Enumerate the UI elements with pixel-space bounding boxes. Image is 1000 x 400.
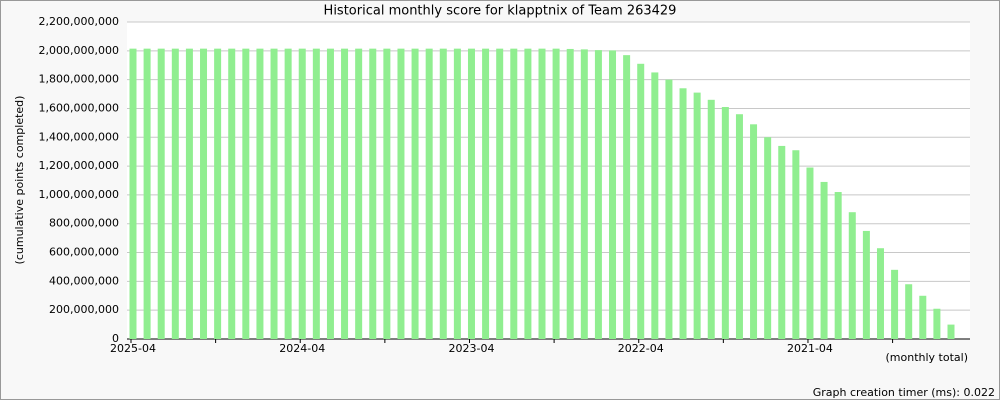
y-tick-label: 800,000,000 [49, 217, 119, 230]
y-tick-label: 2,000,000,000 [39, 44, 119, 57]
bar [256, 48, 264, 339]
bar [637, 63, 645, 339]
y-tick-label: 1,600,000,000 [39, 101, 119, 114]
bar [566, 48, 574, 339]
bar [891, 269, 899, 339]
bar [467, 48, 475, 339]
bar [312, 48, 320, 339]
bar [510, 48, 518, 339]
x-tick-label: 2025-04 [110, 342, 156, 355]
y-tick-label: 2,200,000,000 [39, 15, 119, 28]
bar [820, 181, 828, 339]
bar [834, 192, 842, 339]
bar [524, 48, 532, 339]
bar [623, 55, 631, 340]
bar [538, 48, 546, 339]
bar [693, 92, 701, 339]
bar [594, 50, 602, 340]
bar [905, 284, 913, 339]
bar [496, 48, 504, 339]
bar [453, 48, 461, 339]
bar [862, 230, 870, 339]
bar [228, 48, 236, 339]
bar [171, 48, 179, 339]
bar [214, 48, 222, 339]
footer: Graph creation timer (ms): 0.022 [813, 386, 995, 399]
plot-area [127, 22, 970, 339]
bar [270, 48, 278, 339]
x-tick-label: 2024-04 [279, 342, 325, 355]
bar [876, 248, 884, 339]
bar [651, 72, 659, 339]
bar [947, 324, 955, 339]
y-tick-label: 1,400,000,000 [39, 130, 119, 143]
bar [482, 48, 490, 339]
bar [721, 107, 729, 339]
bar [665, 79, 673, 340]
y-tick-label: 400,000,000 [49, 274, 119, 287]
bar [326, 48, 334, 339]
bar [764, 137, 772, 339]
bar [157, 48, 165, 339]
bar [439, 48, 447, 339]
bar [341, 48, 349, 339]
bar [397, 48, 405, 339]
bar [707, 99, 715, 340]
bar [778, 145, 786, 339]
y-tick-label: 200,000,000 [49, 303, 119, 316]
bar [298, 48, 306, 339]
bar [609, 50, 617, 339]
bar [200, 48, 208, 339]
bar [848, 212, 856, 339]
bar [129, 48, 137, 339]
x-tick-label: 2022-04 [618, 342, 664, 355]
bar [185, 48, 193, 339]
y-tick-label: 0 [112, 332, 119, 345]
bar [933, 308, 941, 339]
y-axis-label: (cumulative points completed) [13, 96, 26, 265]
bar [750, 124, 758, 340]
bar [242, 48, 250, 339]
y-tick-label: 600,000,000 [49, 246, 119, 259]
bar [679, 88, 687, 339]
y-tick-label: 1,800,000,000 [39, 73, 119, 86]
bar [735, 114, 743, 339]
bar [552, 48, 560, 339]
chart-title: Historical monthly score for klapptnix o… [324, 4, 677, 19]
y-tick-label: 1,000,000,000 [39, 188, 119, 201]
x-axis-label: (monthly total) [886, 351, 969, 364]
bar [355, 48, 363, 339]
bar [919, 295, 927, 339]
bar [369, 48, 377, 339]
bar [143, 48, 151, 339]
x-tick-label: 2021-04 [787, 342, 833, 355]
bar [284, 48, 292, 339]
y-tick-label: 1,200,000,000 [39, 159, 119, 172]
bar [383, 48, 391, 339]
bar [792, 150, 800, 339]
bar [425, 48, 433, 339]
bar [580, 49, 588, 340]
bar [806, 167, 814, 339]
x-tick-label: 2023-04 [448, 342, 494, 355]
bar [411, 48, 419, 339]
